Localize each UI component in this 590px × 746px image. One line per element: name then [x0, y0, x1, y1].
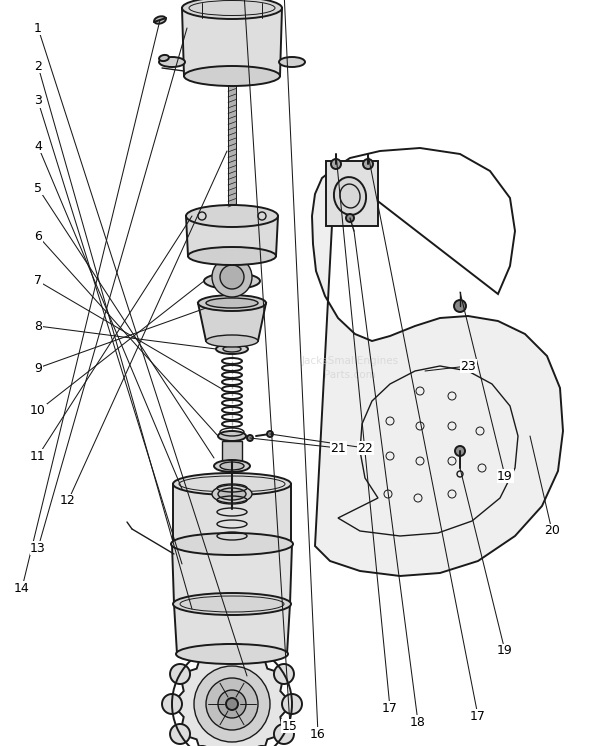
Circle shape [282, 694, 302, 714]
Text: 22: 22 [357, 442, 373, 454]
Circle shape [274, 664, 294, 684]
Circle shape [206, 678, 258, 730]
Text: 7: 7 [34, 275, 42, 287]
Text: 2: 2 [34, 60, 42, 72]
Ellipse shape [218, 488, 246, 500]
Polygon shape [186, 216, 278, 256]
Ellipse shape [184, 66, 280, 86]
Circle shape [192, 642, 212, 662]
Ellipse shape [279, 57, 305, 67]
Ellipse shape [159, 57, 185, 67]
Ellipse shape [154, 16, 166, 24]
Ellipse shape [204, 273, 260, 289]
Text: 18: 18 [410, 715, 426, 729]
Ellipse shape [220, 462, 244, 470]
Polygon shape [172, 644, 292, 746]
Text: 20: 20 [544, 524, 560, 538]
Circle shape [170, 724, 190, 744]
Text: 19: 19 [497, 469, 513, 483]
Circle shape [346, 214, 354, 222]
Circle shape [331, 159, 341, 169]
Circle shape [170, 664, 190, 684]
Ellipse shape [212, 485, 252, 503]
Circle shape [252, 642, 272, 662]
Text: 6: 6 [34, 230, 42, 242]
Ellipse shape [206, 298, 258, 308]
Circle shape [226, 698, 238, 710]
Ellipse shape [186, 205, 278, 227]
Ellipse shape [159, 55, 169, 61]
Text: 9: 9 [34, 362, 42, 374]
Text: 11: 11 [30, 450, 46, 463]
Circle shape [194, 666, 270, 742]
Polygon shape [312, 168, 563, 576]
Circle shape [220, 265, 244, 289]
Ellipse shape [218, 431, 246, 441]
Text: 4: 4 [34, 140, 42, 152]
Text: 1: 1 [34, 22, 42, 34]
Ellipse shape [173, 593, 291, 615]
Bar [228, 81, 236, 211]
Circle shape [222, 634, 242, 654]
Text: 17: 17 [382, 701, 398, 715]
Circle shape [218, 690, 246, 718]
Circle shape [455, 446, 465, 456]
Ellipse shape [198, 295, 266, 311]
Circle shape [162, 694, 182, 714]
Ellipse shape [171, 533, 293, 555]
Ellipse shape [173, 473, 291, 495]
Ellipse shape [182, 0, 282, 19]
Ellipse shape [334, 177, 366, 215]
Text: 23: 23 [460, 360, 476, 372]
Text: 19: 19 [497, 645, 513, 657]
Text: JacksSmallEngines
Parts.com: JacksSmallEngines Parts.com [301, 356, 399, 380]
Polygon shape [326, 161, 378, 226]
Circle shape [363, 159, 373, 169]
Text: 10: 10 [30, 404, 46, 418]
Circle shape [212, 257, 252, 297]
Text: 17: 17 [470, 709, 486, 722]
Text: 15: 15 [282, 719, 298, 733]
Ellipse shape [188, 247, 276, 265]
Polygon shape [172, 544, 292, 604]
Circle shape [247, 435, 253, 441]
Ellipse shape [216, 344, 248, 354]
Text: 3: 3 [34, 95, 42, 107]
Polygon shape [182, 8, 282, 76]
Circle shape [454, 300, 466, 312]
Ellipse shape [206, 335, 258, 347]
Circle shape [267, 431, 273, 437]
Ellipse shape [176, 644, 288, 664]
Text: 8: 8 [34, 319, 42, 333]
Text: 13: 13 [30, 542, 46, 554]
Circle shape [274, 724, 294, 744]
Ellipse shape [223, 346, 241, 352]
Text: 21: 21 [330, 442, 346, 454]
Polygon shape [198, 303, 266, 341]
Text: 5: 5 [34, 181, 42, 195]
Text: 16: 16 [310, 727, 326, 741]
Text: 14: 14 [14, 581, 30, 595]
Bar [222, 441, 242, 466]
Text: 12: 12 [60, 495, 76, 507]
Polygon shape [174, 604, 290, 654]
Ellipse shape [214, 460, 250, 472]
Polygon shape [173, 484, 291, 544]
